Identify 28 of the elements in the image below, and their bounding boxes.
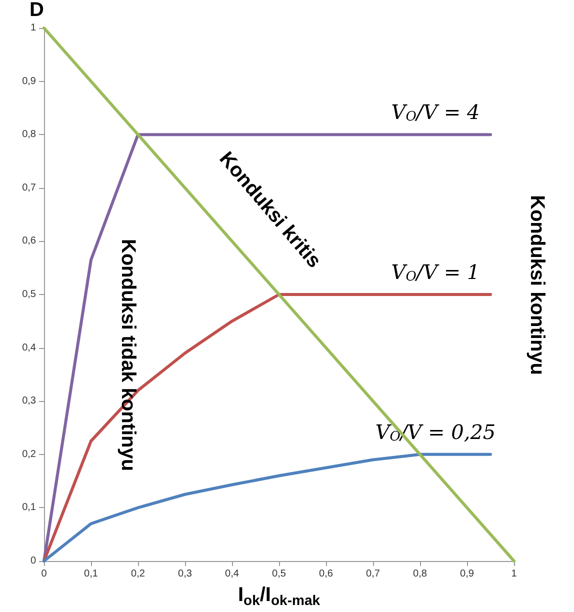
y-tick-label: 0,8 (22, 129, 36, 140)
y-tick-label: 0,3 (22, 396, 36, 407)
series-label: VO/V = 0,25 (375, 420, 496, 444)
x-tick-label: 0,2 (131, 568, 146, 580)
series-label: VO/V = 4 (391, 100, 480, 125)
x-tick-label: 0,6 (319, 568, 334, 580)
y-tick-label: 0,9 (22, 76, 36, 87)
x-tick-label: 1 (511, 568, 518, 580)
y-tick-label: 0 (30, 556, 36, 566)
series-label: VO/V = 1 (391, 260, 480, 284)
y-tick-label: 0,2 (22, 448, 36, 460)
x-tick-label: 0,3 (178, 568, 192, 580)
x-tick-label: 0,5 (272, 568, 286, 580)
annotation: Konduksi tidak kontinyu (117, 238, 139, 472)
x-tick-label: 0,9 (460, 568, 474, 580)
x-tick-label: 0,7 (366, 568, 380, 580)
text: Konduksi kontinyu (526, 195, 548, 375)
y-tick-label: 0,1 (22, 502, 36, 514)
x-tick-label: 0,4 (225, 568, 240, 580)
y-tick-label: 0,4 (22, 342, 36, 354)
y-tick-label: 1 (30, 22, 36, 34)
y-tick-label: 0,5 (22, 289, 36, 300)
y-tick-label: 0,6 (22, 236, 36, 247)
y-axis-title: D (30, 0, 44, 21)
x-tick-label: 0,8 (413, 568, 428, 580)
x-tick-label: 0 (41, 568, 48, 580)
y-tick-label: 0,7 (22, 182, 36, 194)
x-tick-label: 0,1 (84, 568, 98, 580)
